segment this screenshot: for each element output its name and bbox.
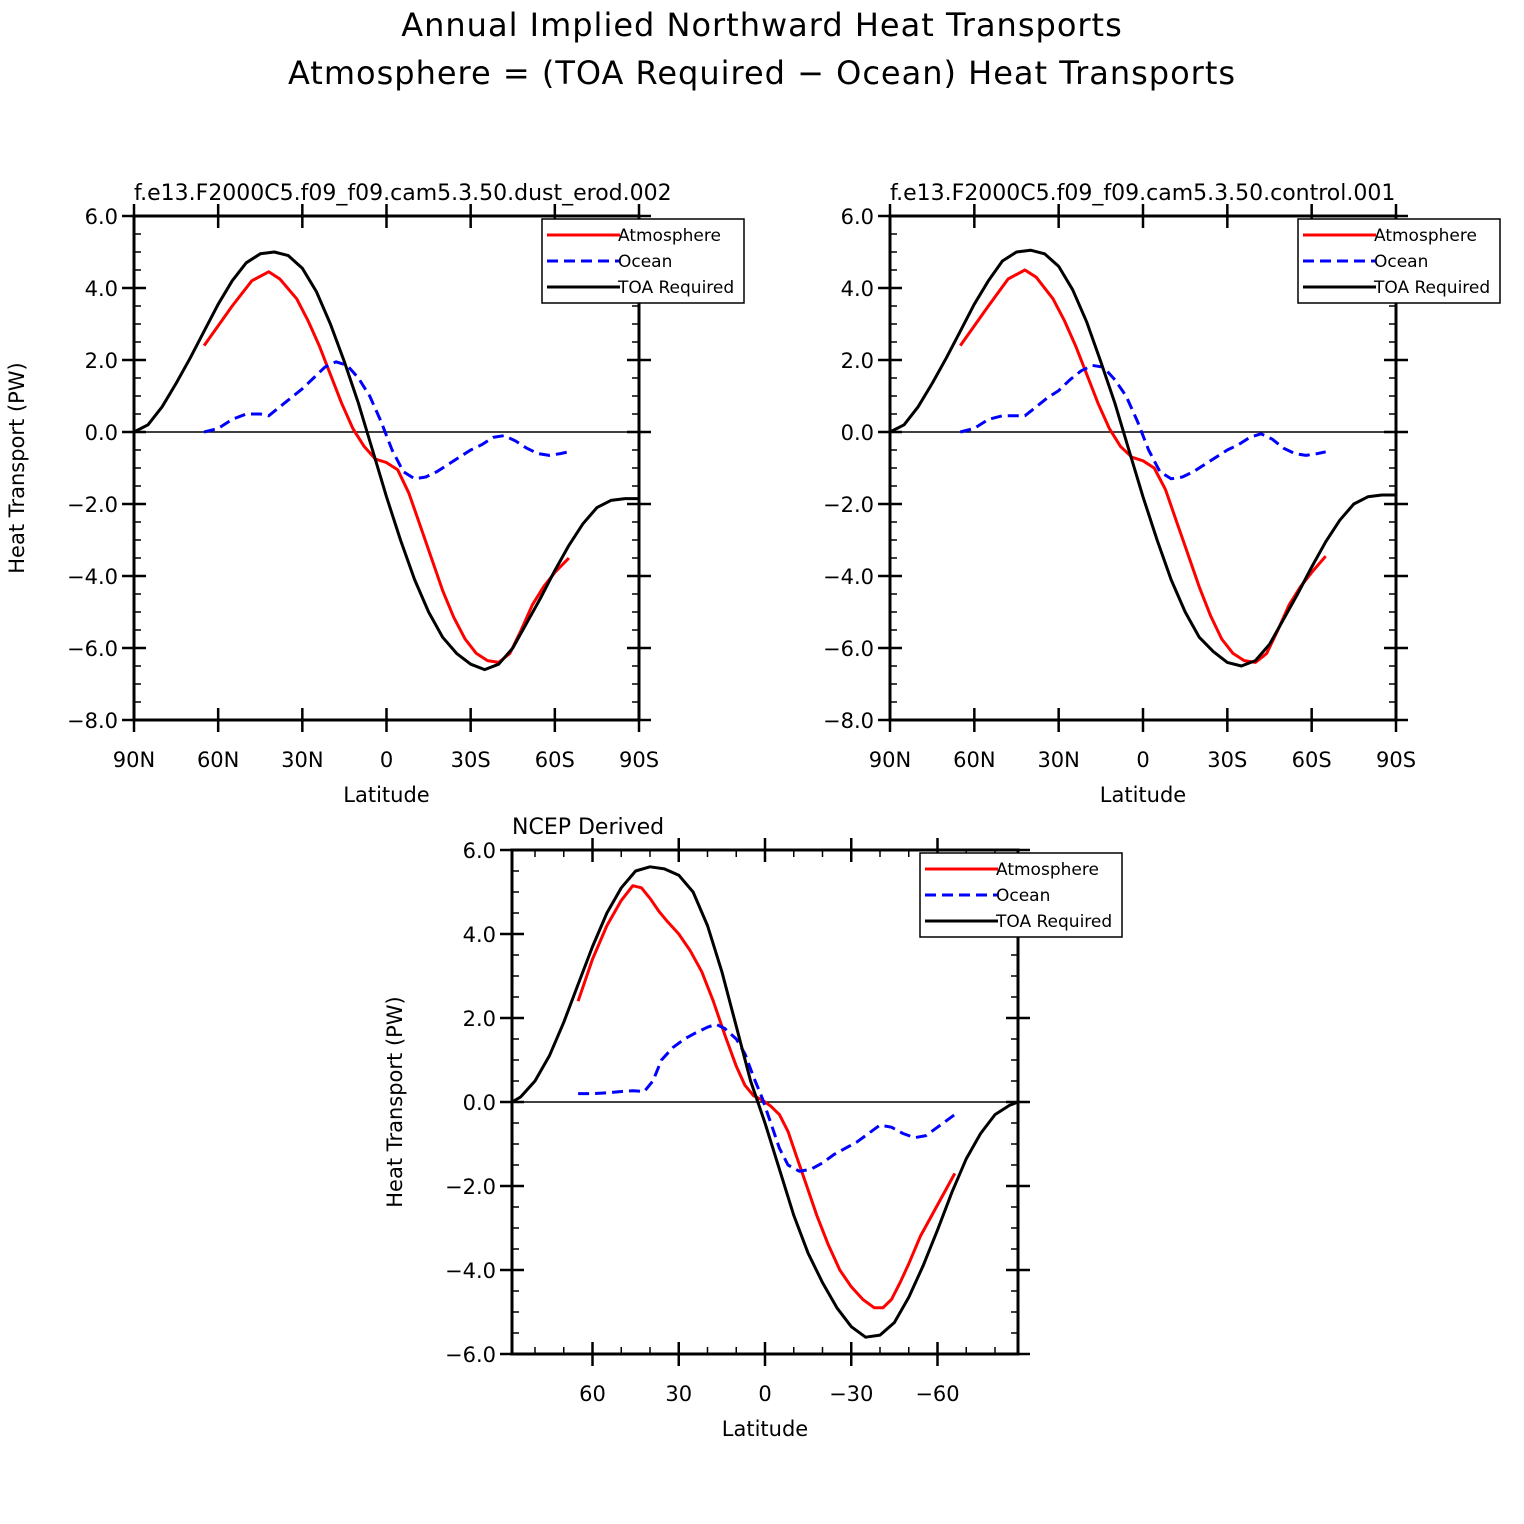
legend-label-toa-required: TOA Required xyxy=(995,912,1112,932)
panel-title: f.e13.F2000C5.f09_f09.cam5.3.50.control.… xyxy=(890,181,1395,206)
x-axis-label: Latitude xyxy=(343,783,429,807)
y-tick-label: 6.0 xyxy=(85,205,118,229)
y-tick-label: −2.0 xyxy=(445,1175,496,1199)
series-toa-required-line xyxy=(133,250,639,672)
series-ocean-line xyxy=(203,360,570,481)
x-tick-label: 60N xyxy=(953,748,995,772)
legend-label-atmosphere: Atmosphere xyxy=(618,226,721,246)
x-tick-label: 30N xyxy=(281,748,323,772)
y-tick-label: −8.0 xyxy=(823,709,874,733)
x-tick-label: 90N xyxy=(113,748,155,772)
y-tick-label: 2.0 xyxy=(85,349,118,373)
x-tick-label: −30 xyxy=(829,1382,873,1406)
y-tick-label: −2.0 xyxy=(67,493,118,517)
x-tick-label: 60N xyxy=(197,748,239,772)
legend-label-toa-required: TOA Required xyxy=(1373,278,1490,298)
y-tick-label: 4.0 xyxy=(463,923,496,947)
y-tick-label: −4.0 xyxy=(445,1259,496,1283)
series-ocean-line xyxy=(959,363,1327,481)
y-tick-label: −6.0 xyxy=(67,637,118,661)
y-tick-label: −6.0 xyxy=(445,1343,496,1367)
x-tick-label: −60 xyxy=(915,1382,959,1406)
plot-frame xyxy=(132,214,641,722)
legend-label-atmosphere: Atmosphere xyxy=(996,860,1099,880)
y-tick-label: 0.0 xyxy=(841,421,874,445)
y-tick-label: −2.0 xyxy=(823,493,874,517)
x-tick-label: 60 xyxy=(579,1382,606,1406)
figure-title: Annual Implied Northward Heat Transports xyxy=(401,6,1123,44)
y-tick-label: −4.0 xyxy=(67,565,118,589)
panel-title: NCEP Derived xyxy=(512,815,664,840)
panel-3: NCEP Derived 6.0 4.0 2.0 0.0 −2.0 −4.0 −6.0 60 30… xyxy=(383,815,1123,1441)
legend: Atmosphere Ocean TOA Required xyxy=(541,218,745,304)
series-toa-required-line xyxy=(511,865,1019,1339)
legend-label-atmosphere: Atmosphere xyxy=(1374,226,1477,246)
x-tick-label: 90N xyxy=(869,748,911,772)
plot-frame xyxy=(888,214,1398,722)
legend-box xyxy=(919,852,1123,938)
y-tick-label: −4.0 xyxy=(823,565,874,589)
y-tick-label: 4.0 xyxy=(841,277,874,301)
legend-label-ocean: Ocean xyxy=(1374,252,1428,272)
series-ocean-line xyxy=(578,1022,956,1173)
x-axis-label: Latitude xyxy=(1100,783,1186,807)
x-tick-label: 30N xyxy=(1037,748,1079,772)
series-atmosphere-line xyxy=(202,270,570,664)
panel-2: f.e13.F2000C5.f09_f09.cam5.3.50.control.… xyxy=(823,181,1501,807)
y-tick-label: −6.0 xyxy=(823,637,874,661)
x-tick-label: 0 xyxy=(1136,748,1149,772)
x-tick-label: 0 xyxy=(380,748,393,772)
y-tick-label: 0.0 xyxy=(85,421,118,445)
series-atmosphere-line xyxy=(576,884,957,1310)
legend: Atmosphere Ocean TOA Required xyxy=(1297,218,1501,304)
y-tick-label: 4.0 xyxy=(85,277,118,301)
y-tick-label: 6.0 xyxy=(463,839,496,863)
y-tick-label: 6.0 xyxy=(841,205,874,229)
x-tick-label: 30S xyxy=(1207,748,1247,772)
x-tick-label: 30S xyxy=(451,748,491,772)
x-tick-label: 90S xyxy=(1376,748,1416,772)
x-axis-label: Latitude xyxy=(722,1417,808,1441)
y-axis-label: Heat Transport (PW) xyxy=(5,362,29,574)
x-tick-label: 0 xyxy=(758,1382,771,1406)
x-tick-label: 60S xyxy=(1292,748,1332,772)
x-tick-label: 90S xyxy=(619,748,659,772)
x-tick-label: 30 xyxy=(665,1382,692,1406)
series-toa-required-line xyxy=(889,248,1396,668)
panel-1: f.e13.F2000C5.f09_f09.cam5.3.50.dust_ero… xyxy=(5,181,745,807)
y-tick-label: −8.0 xyxy=(67,709,118,733)
plot-frame xyxy=(510,848,1020,1356)
legend-label-toa-required: TOA Required xyxy=(617,278,734,298)
legend-label-ocean: Ocean xyxy=(996,886,1050,906)
y-tick-label: 2.0 xyxy=(463,1007,496,1031)
series-atmosphere-line xyxy=(959,268,1327,664)
panel-title: f.e13.F2000C5.f09_f09.cam5.3.50.dust_ero… xyxy=(134,181,672,206)
legend-label-ocean: Ocean xyxy=(618,252,672,272)
y-axis-label: Heat Transport (PW) xyxy=(383,996,407,1208)
x-tick-label: 60S xyxy=(535,748,575,772)
legend-box xyxy=(1297,218,1501,304)
legend: Atmosphere Ocean TOA Required xyxy=(919,852,1123,938)
y-tick-label: 0.0 xyxy=(463,1091,496,1115)
y-tick-label: 2.0 xyxy=(841,349,874,373)
figure-subtitle: Atmosphere = (TOA Required − Ocean) Heat… xyxy=(288,54,1236,92)
legend-box xyxy=(541,218,745,304)
